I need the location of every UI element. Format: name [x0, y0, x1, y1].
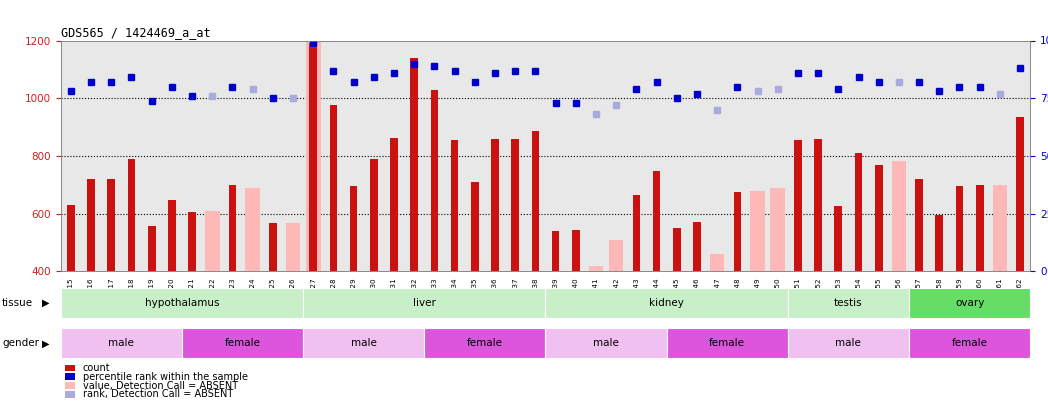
Bar [875, 164, 882, 271]
Bar [269, 223, 277, 271]
Bar [67, 205, 74, 271]
Bar [168, 200, 176, 271]
Text: hypothalamus: hypothalamus [145, 298, 219, 308]
Bar [189, 212, 196, 271]
Bar [834, 206, 843, 271]
Text: male: male [351, 338, 376, 348]
Text: liver: liver [413, 298, 436, 308]
Text: rank, Detection Call = ABSENT: rank, Detection Call = ABSENT [83, 390, 233, 399]
Bar [709, 254, 724, 271]
Bar [451, 140, 458, 271]
Bar [545, 288, 788, 318]
Bar [788, 288, 909, 318]
Bar [128, 159, 135, 271]
Bar [551, 231, 560, 271]
Text: percentile rank within the sample: percentile rank within the sample [83, 372, 247, 382]
Bar [61, 288, 303, 318]
Bar [770, 188, 785, 271]
Text: male: male [835, 338, 861, 348]
Bar [1017, 117, 1024, 271]
Bar [431, 90, 438, 271]
Bar [892, 161, 907, 271]
Bar [471, 182, 479, 271]
Bar [909, 328, 1030, 358]
Bar [370, 159, 377, 271]
Bar [788, 328, 909, 358]
Bar [329, 105, 337, 271]
Bar [350, 186, 357, 271]
Bar [390, 138, 398, 271]
Bar [609, 240, 624, 271]
Bar [309, 43, 318, 271]
Bar [411, 58, 418, 271]
Bar [492, 139, 499, 271]
Text: ▶: ▶ [42, 298, 49, 308]
Bar [976, 185, 983, 271]
Text: female: female [467, 338, 503, 348]
Bar [915, 179, 923, 271]
Bar [531, 131, 540, 271]
Bar [286, 223, 301, 271]
Bar [572, 230, 580, 271]
Bar [794, 140, 802, 271]
Bar [653, 171, 660, 271]
Text: count: count [83, 363, 110, 373]
Bar [87, 179, 95, 271]
Bar [108, 179, 115, 271]
Text: ▶: ▶ [42, 339, 49, 348]
Bar [855, 153, 863, 271]
Bar [182, 328, 303, 358]
Bar [956, 185, 963, 271]
Bar [589, 266, 604, 271]
Text: male: male [108, 338, 134, 348]
Bar [545, 328, 667, 358]
Text: female: female [952, 338, 987, 348]
Bar [992, 185, 1007, 271]
Bar [65, 373, 75, 380]
Bar [65, 382, 75, 389]
Bar [65, 364, 75, 371]
Text: kidney: kidney [649, 298, 684, 308]
Bar [750, 190, 765, 271]
Text: value, Detection Call = ABSENT: value, Detection Call = ABSENT [83, 381, 238, 390]
Bar [673, 228, 680, 271]
Text: GDS565 / 1424469_a_at: GDS565 / 1424469_a_at [61, 26, 211, 39]
Text: male: male [593, 338, 619, 348]
Text: ovary: ovary [955, 298, 984, 308]
Text: tissue: tissue [2, 298, 34, 308]
Text: testis: testis [834, 298, 863, 308]
Bar [65, 391, 75, 398]
Bar [303, 288, 545, 318]
Bar [228, 185, 236, 271]
Bar [909, 288, 1030, 318]
Bar [306, 42, 321, 271]
Bar [936, 215, 943, 271]
Bar [814, 139, 822, 271]
Bar [734, 192, 741, 271]
Bar [205, 211, 219, 271]
Bar [61, 328, 182, 358]
Bar [667, 328, 788, 358]
Text: gender: gender [2, 339, 39, 348]
Bar [424, 328, 545, 358]
Bar [148, 226, 155, 271]
Bar [693, 222, 701, 271]
Text: female: female [224, 338, 261, 348]
Bar [303, 328, 424, 358]
Bar [511, 139, 519, 271]
Bar [633, 194, 640, 271]
Text: female: female [709, 338, 745, 348]
Bar [245, 188, 260, 271]
